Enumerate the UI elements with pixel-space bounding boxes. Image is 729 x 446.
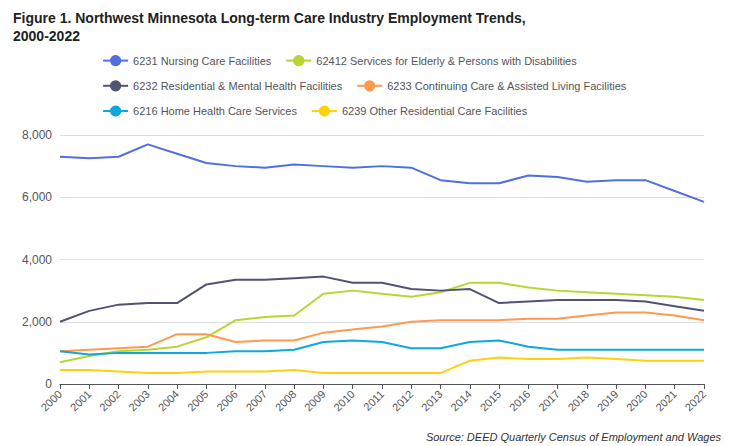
svg-text:2012: 2012 <box>390 388 416 414</box>
svg-text:2022: 2022 <box>682 388 708 414</box>
svg-text:2,000: 2,000 <box>22 315 52 329</box>
svg-text:2000: 2000 <box>38 388 64 414</box>
svg-text:2007: 2007 <box>243 388 269 414</box>
svg-text:2003: 2003 <box>126 388 152 414</box>
svg-text:62412 Services for Elderly & P: 62412 Services for Elderly & Persons wit… <box>316 55 577 67</box>
svg-text:2014: 2014 <box>448 388 474 414</box>
svg-text:0: 0 <box>45 377 52 391</box>
svg-text:2013: 2013 <box>419 388 445 414</box>
svg-text:2019: 2019 <box>595 388 621 414</box>
svg-text:2000-2022: 2000-2022 <box>13 28 80 44</box>
svg-text:6239 Other Residential Care Fa: 6239 Other Residential Care Facilities <box>342 105 528 117</box>
svg-text:2015: 2015 <box>478 388 504 414</box>
svg-text:2017: 2017 <box>536 388 562 414</box>
svg-text:2008: 2008 <box>273 388 299 414</box>
svg-text:2004: 2004 <box>156 388 182 414</box>
svg-text:2018: 2018 <box>565 388 591 414</box>
svg-text:6233 Continuing Care & Assiste: 6233 Continuing Care & Assisted Living F… <box>387 80 627 92</box>
svg-text:2021: 2021 <box>653 388 679 414</box>
svg-text:2009: 2009 <box>302 388 328 414</box>
svg-text:2005: 2005 <box>185 388 211 414</box>
svg-text:2002: 2002 <box>97 388 123 414</box>
svg-text:6216 Home Health Care Services: 6216 Home Health Care Services <box>133 105 297 117</box>
svg-text:2020: 2020 <box>624 388 650 414</box>
svg-text:6231 Nursing Care Facilities: 6231 Nursing Care Facilities <box>133 55 272 67</box>
svg-text:6232 Residential & Mental Heal: 6232 Residential & Mental Health Facilit… <box>133 80 343 92</box>
svg-text:Source: DEED Quarterly Census: Source: DEED Quarterly Census of Employm… <box>426 431 722 443</box>
svg-text:2010: 2010 <box>331 388 357 414</box>
svg-text:6,000: 6,000 <box>22 190 52 204</box>
svg-text:2001: 2001 <box>68 388 94 414</box>
svg-text:2016: 2016 <box>507 388 533 414</box>
svg-text:8,000: 8,000 <box>22 128 52 142</box>
svg-text:2011: 2011 <box>361 388 386 413</box>
svg-text:2006: 2006 <box>214 388 240 414</box>
svg-text:4,000: 4,000 <box>22 253 52 267</box>
svg-text:Figure 1. Northwest Minnesota: Figure 1. Northwest Minnesota Long-term … <box>13 10 526 26</box>
